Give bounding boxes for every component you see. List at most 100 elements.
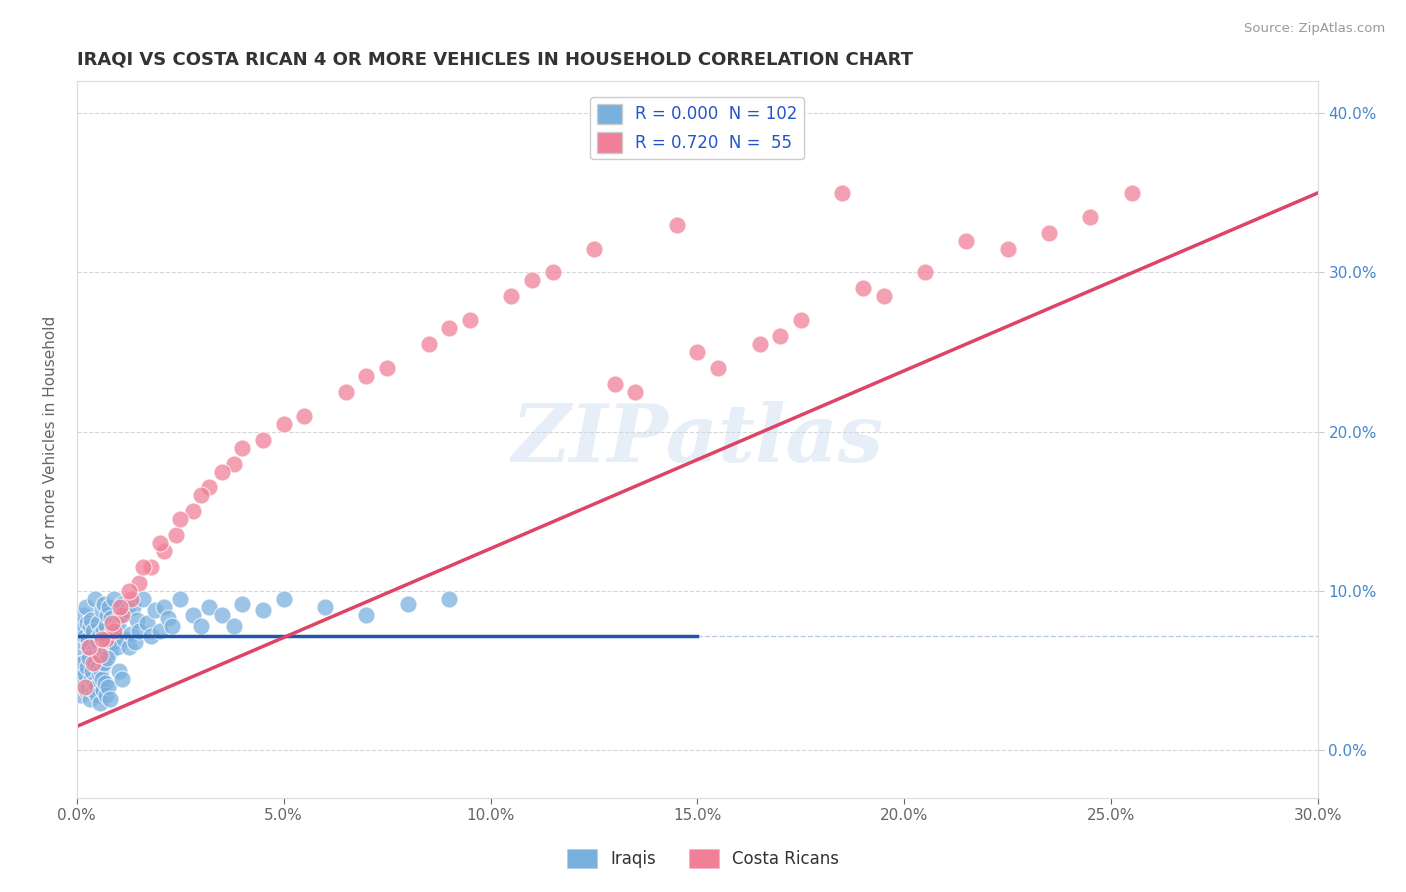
Point [104, 629, 127, 643]
Point [120, 591, 142, 606]
Point [94, 619, 117, 633]
Point [101, 615, 124, 630]
Point [70, 656, 93, 670]
Point [198, 481, 221, 495]
Point [128, 624, 150, 638]
Point [582, 242, 605, 256]
Point [79, 640, 101, 654]
Point [132, 560, 155, 574]
Point [75, 629, 97, 643]
Point [87, 660, 110, 674]
Point [222, 619, 245, 633]
Point [90, 664, 112, 678]
Point [141, 629, 163, 643]
Point [437, 321, 460, 335]
Point [89, 627, 111, 641]
Point [107, 619, 129, 633]
Legend: R = 0.000  N = 102, R = 0.720  N =  55: R = 0.000 N = 102, R = 0.720 N = 55 [591, 97, 804, 159]
Point [84, 680, 107, 694]
Point [98, 599, 121, 614]
Point [89, 696, 111, 710]
Point [169, 512, 191, 526]
Point [93, 656, 115, 670]
Point [145, 603, 167, 617]
Text: Source: ZipAtlas.com: Source: ZipAtlas.com [1244, 22, 1385, 36]
Point [94, 632, 117, 646]
Point [997, 242, 1019, 256]
Point [98, 644, 121, 658]
Point [89, 648, 111, 662]
Point [103, 624, 125, 638]
Point [418, 337, 440, 351]
Point [93, 682, 115, 697]
Point [96, 651, 118, 665]
Point [120, 627, 142, 641]
Point [76, 615, 98, 630]
Point [103, 591, 125, 606]
Point [82, 644, 104, 658]
Point [115, 603, 138, 617]
Point [273, 591, 295, 606]
Point [72, 656, 94, 670]
Point [94, 676, 117, 690]
Point [181, 504, 204, 518]
Point [211, 607, 233, 622]
Point [955, 234, 977, 248]
Point [96, 607, 118, 622]
Point [90, 603, 112, 617]
Point [86, 635, 108, 649]
Point [458, 313, 481, 327]
Point [101, 624, 124, 638]
Point [100, 611, 122, 625]
Point [136, 615, 159, 630]
Point [117, 640, 139, 654]
Point [69, 648, 91, 662]
Point [70, 619, 93, 633]
Point [294, 409, 316, 423]
Point [335, 384, 357, 399]
Point [1121, 186, 1143, 200]
Point [86, 688, 108, 702]
Point [141, 560, 163, 574]
Point [831, 186, 853, 200]
Point [501, 289, 523, 303]
Legend: Iraqis, Costa Ricans: Iraqis, Costa Ricans [560, 842, 846, 875]
Point [356, 607, 378, 622]
Point [1080, 210, 1102, 224]
Point [152, 599, 174, 614]
Point [314, 599, 336, 614]
Point [132, 591, 155, 606]
Point [96, 688, 118, 702]
Point [75, 680, 97, 694]
Point [769, 329, 792, 343]
Point [103, 635, 125, 649]
Point [356, 369, 378, 384]
Point [110, 607, 132, 622]
Point [190, 619, 212, 633]
Point [82, 656, 104, 670]
Point [520, 273, 543, 287]
Point [69, 688, 91, 702]
Point [252, 603, 274, 617]
Point [87, 615, 110, 630]
Point [91, 624, 114, 638]
Point [181, 607, 204, 622]
Point [79, 619, 101, 633]
Point [90, 632, 112, 646]
Point [111, 597, 134, 611]
Text: IRAQI VS COSTA RICAN 4 OR MORE VEHICLES IN HOUSEHOLD CORRELATION CHART: IRAQI VS COSTA RICAN 4 OR MORE VEHICLES … [77, 51, 912, 69]
Point [72, 607, 94, 622]
Point [541, 265, 564, 279]
Point [83, 676, 105, 690]
Point [396, 597, 419, 611]
Point [124, 635, 146, 649]
Point [76, 660, 98, 674]
Point [90, 648, 112, 662]
Point [252, 433, 274, 447]
Point [89, 666, 111, 681]
Point [748, 337, 770, 351]
Point [79, 692, 101, 706]
Point [72, 676, 94, 690]
Point [852, 281, 875, 295]
Point [75, 599, 97, 614]
